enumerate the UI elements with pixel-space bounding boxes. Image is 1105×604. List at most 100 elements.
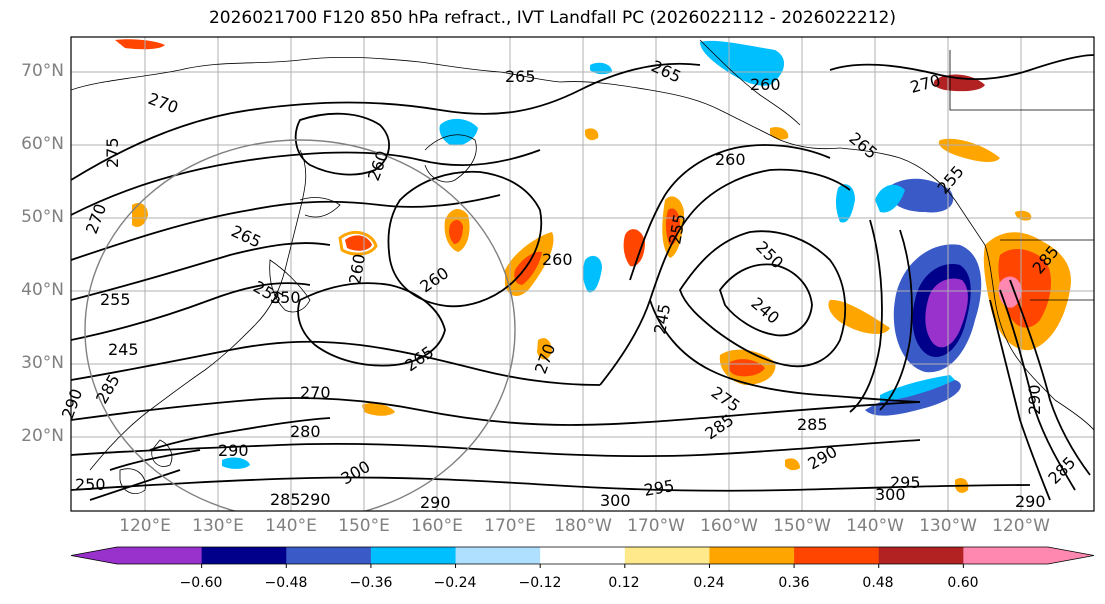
contour-label: 290 — [1015, 492, 1046, 511]
contour-label: 260 — [750, 75, 781, 94]
contour-label: 260 — [715, 150, 746, 169]
contour-label: 295 — [890, 473, 921, 492]
contour-label: 290 — [1025, 384, 1044, 415]
contour-label: 265 — [228, 221, 264, 251]
colorbar — [70, 546, 1095, 568]
map-title: 2026021700 F120 850 hPa refract., IVT La… — [208, 8, 896, 28]
colorbar-swatch — [370, 547, 457, 564]
contour-label: 290 — [218, 441, 249, 460]
verification-circle — [84, 139, 516, 511]
positive-anomaly-subtropic-inner — [728, 359, 765, 377]
lon-label-120e: 120°E — [119, 516, 171, 536]
contour-label: 285 — [92, 371, 124, 407]
contour-label: 265 — [648, 56, 684, 86]
shading-layer — [115, 39, 1071, 493]
negative-anomaly-west-alaska — [835, 184, 855, 223]
positive-anomaly-arctic-yellow — [590, 62, 612, 75]
colorbar-swatch — [286, 547, 372, 564]
positive-anomaly-dateline-inner — [449, 219, 463, 244]
positive-anomaly-siberia-red — [115, 39, 165, 50]
contour-label: 290 — [300, 490, 331, 509]
negative-anomaly-tail — [865, 380, 961, 416]
contour-label: 275 — [103, 137, 122, 168]
lon-label-130e: 130°E — [192, 516, 244, 536]
contour-label: 285 — [797, 415, 828, 434]
positive-anomaly-japan-outer — [338, 230, 378, 256]
graticule — [71, 37, 1094, 511]
colorbar-swatch — [963, 547, 1049, 564]
map-frame — [70, 36, 1095, 512]
lon-label-170e: 170°E — [484, 516, 536, 536]
positive-anomaly-midpac — [585, 128, 599, 141]
contour-label: 295 — [642, 476, 675, 500]
positive-anomaly-central-inner — [514, 251, 542, 285]
colorbar-swatch — [201, 547, 287, 564]
colorbar-extend-max — [1048, 547, 1094, 564]
colorbar-swatch — [540, 547, 626, 564]
contour-label: 245 — [108, 340, 139, 359]
colorbar-swatch — [794, 547, 880, 564]
colorbar-tick-label: 0.12 — [608, 575, 640, 591]
colorbar-tick-label: −0.24 — [433, 575, 477, 591]
colorbar-swatch — [117, 547, 203, 564]
lat-label-50n: 50°N — [21, 207, 64, 227]
colorbar-tick-label: 0.48 — [862, 575, 894, 591]
colorbar-tick-label: −0.48 — [264, 575, 308, 591]
lat-label-40n: 40°N — [21, 280, 64, 300]
contour-label: 300 — [875, 485, 906, 504]
lon-label-130w: 130°W — [919, 516, 977, 536]
contour-label: 270 — [300, 383, 331, 402]
negative-anomaly-midpacific — [583, 255, 602, 293]
positive-anomaly-bering — [770, 127, 789, 140]
contour-label: 270 — [908, 71, 942, 97]
contour-label: 260 — [542, 250, 573, 269]
lat-label-30n: 30°N — [21, 353, 64, 373]
colorbar-tick-label: 0.36 — [778, 575, 810, 591]
negative-anomaly-tropics — [222, 457, 250, 469]
positive-anomaly-small1 — [785, 458, 800, 471]
positive-anomaly-west — [132, 203, 148, 227]
lon-label-120w: 120°W — [992, 516, 1050, 536]
lon-label-160e: 160°E — [411, 516, 463, 536]
negative-anomaly-arctic — [700, 40, 785, 86]
contour-label: 250 — [75, 475, 106, 494]
colorbar-tick-label: 0.24 — [693, 575, 725, 591]
contour-label: 255 — [100, 290, 131, 309]
lon-label-150e: 150°E — [338, 516, 390, 536]
colorbar-swatch — [455, 547, 541, 564]
contour-label: 290 — [420, 493, 451, 512]
lon-label-140w: 140°W — [846, 516, 904, 536]
colorbar-tick-label: 0.60 — [947, 575, 979, 591]
contour-label: 250 — [270, 288, 301, 307]
negative-anomaly-gulf-outer — [875, 184, 905, 213]
contour-label: 285 — [270, 490, 301, 509]
lon-label-170w: 170°W — [627, 516, 685, 536]
contour-label: 290 — [58, 386, 86, 421]
colorbar-tick-label: −0.12 — [518, 575, 562, 591]
colorbar-swatch — [878, 547, 964, 564]
positive-anomaly-south2 — [537, 338, 552, 360]
lon-label-180w: 180°W — [554, 516, 612, 536]
positive-anomaly-south — [362, 402, 395, 416]
contour-label: 280 — [290, 422, 321, 441]
positive-anomaly-coast-inner — [998, 248, 1052, 328]
contour-label: 300 — [600, 491, 631, 510]
positive-anomaly-japan — [345, 235, 372, 251]
negative-anomaly-peak — [925, 278, 968, 348]
contour-label: 245 — [650, 302, 674, 335]
lat-label-70n: 70°N — [21, 61, 64, 81]
colorbar-tick-label: −0.36 — [349, 575, 393, 591]
contour-label: 265 — [505, 67, 536, 86]
contour-label: 270 — [82, 201, 110, 236]
colorbar-extend-min — [71, 547, 117, 564]
lon-label-160w: 160°W — [700, 516, 758, 536]
contour-label: 265 — [845, 129, 881, 163]
lon-label-150w: 150°W — [773, 516, 831, 536]
positive-anomaly-mid — [623, 229, 645, 267]
contour-label: 240 — [747, 294, 783, 328]
colorbar-outline — [70, 546, 1095, 565]
negative-anomaly-band — [880, 375, 955, 402]
colorbar-tick-label: −0.60 — [179, 575, 223, 591]
negative-anomaly-gulf — [885, 178, 954, 213]
